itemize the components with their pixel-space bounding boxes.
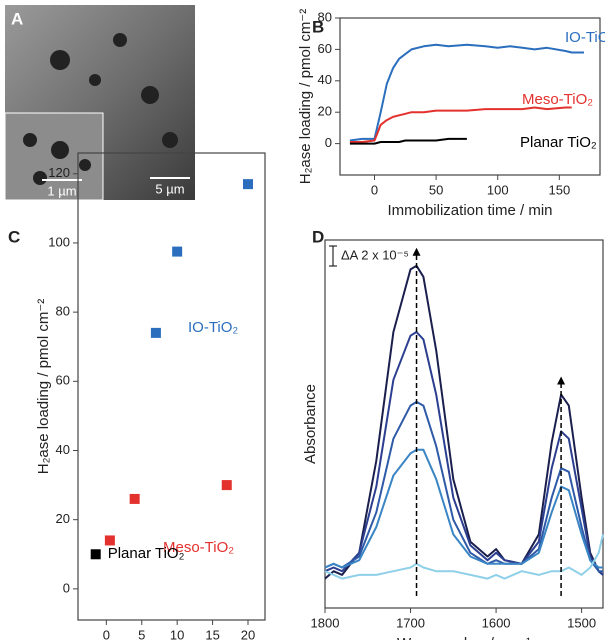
y-axis-label: H₂ase loading / pmol cm⁻² bbox=[297, 9, 314, 184]
series-label: IO-TiO₂ bbox=[188, 319, 238, 336]
x-axis-label: Wavenumber / cm⁻¹ bbox=[397, 635, 531, 640]
x-tick-label: 150 bbox=[548, 182, 570, 197]
plot-frame bbox=[77, 152, 266, 621]
point bbox=[243, 179, 253, 190]
y-tick-label: 120 bbox=[48, 165, 70, 180]
x-tick-label: 20 bbox=[241, 627, 255, 640]
series-label: Meso-TiO₂ bbox=[163, 539, 234, 556]
x-tick-label: 1800 bbox=[311, 615, 340, 630]
y-tick-label: 20 bbox=[318, 104, 332, 119]
y-tick-label: 40 bbox=[318, 72, 332, 87]
panel-label: C bbox=[8, 227, 20, 246]
x-tick-label: 1700 bbox=[396, 615, 425, 630]
point bbox=[90, 549, 101, 560]
series-label: IO-TiO₂ bbox=[565, 29, 605, 46]
series-label: Meso-TiO₂ bbox=[522, 91, 593, 108]
panel-label: B bbox=[312, 17, 324, 36]
x-tick-label: 1600 bbox=[482, 615, 511, 630]
series-line bbox=[324, 331, 604, 576]
point bbox=[172, 246, 183, 257]
x-axis-label: Immobilization time / min bbox=[387, 202, 552, 219]
series-line bbox=[349, 137, 467, 145]
point bbox=[221, 480, 232, 491]
y-tick-label: 100 bbox=[48, 234, 70, 249]
series-line bbox=[324, 264, 604, 580]
x-tick-label: 1500 bbox=[567, 615, 596, 630]
panel-label: D bbox=[312, 227, 324, 246]
y-tick-label: 0 bbox=[325, 135, 332, 150]
arrow-head bbox=[557, 376, 566, 385]
sem-pores bbox=[23, 33, 178, 185]
plot-frame bbox=[324, 239, 604, 609]
series-line bbox=[324, 400, 603, 573]
x-tick-label: 100 bbox=[487, 182, 509, 197]
series-line bbox=[349, 106, 572, 143]
point bbox=[104, 535, 115, 546]
series-label: Planar TiO₂ bbox=[520, 134, 597, 151]
y-tick-label: 40 bbox=[56, 442, 70, 457]
arrow-head bbox=[412, 247, 421, 256]
scale-label: 5 µm bbox=[155, 181, 184, 196]
x-tick-label: 0 bbox=[371, 182, 378, 197]
panel-label: A bbox=[11, 9, 23, 28]
y-tick-label: 0 bbox=[63, 580, 70, 595]
series-line bbox=[324, 534, 604, 580]
y-axis-label: Absorbance bbox=[302, 384, 319, 464]
y-axis-label: H₂ase loading / pmol cm⁻² bbox=[35, 299, 52, 474]
point bbox=[129, 493, 140, 504]
scale-label: 1 µm bbox=[47, 183, 76, 198]
scale-annotation: ΔA 2 x 10⁻⁵ bbox=[341, 247, 409, 262]
x-tick-label: 15 bbox=[205, 627, 219, 640]
y-tick-label: 60 bbox=[56, 373, 70, 388]
point bbox=[150, 327, 161, 338]
x-tick-label: 50 bbox=[429, 182, 443, 197]
y-tick-label: 80 bbox=[56, 304, 70, 319]
y-tick-label: 80 bbox=[318, 9, 332, 24]
series-line bbox=[324, 448, 603, 569]
x-tick-label: 10 bbox=[170, 627, 184, 640]
x-tick-label: 0 bbox=[103, 627, 110, 640]
series-line bbox=[349, 43, 584, 142]
y-tick-label: 60 bbox=[318, 41, 332, 56]
x-tick-label: 5 bbox=[138, 627, 145, 640]
plot-frame bbox=[339, 17, 601, 176]
y-tick-label: 20 bbox=[56, 511, 70, 526]
series-label: Planar TiO₂ bbox=[108, 545, 185, 562]
